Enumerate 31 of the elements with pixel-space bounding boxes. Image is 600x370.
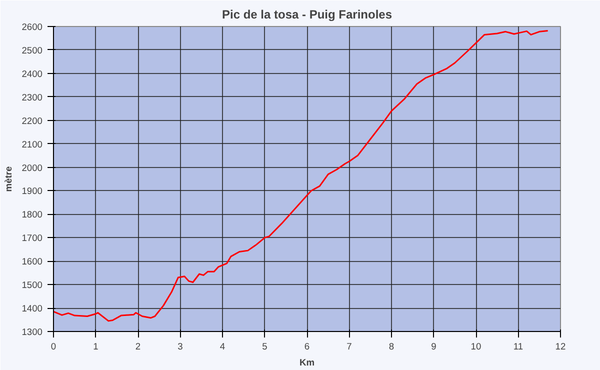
y-tick-label: 2100 [22, 139, 43, 150]
y-tick-label: 2000 [22, 162, 43, 173]
y-tick-label: 1900 [22, 186, 43, 196]
line-series [54, 30, 549, 322]
y-tick-label: 1400 [22, 304, 43, 314]
x-axis-title: Km [299, 358, 315, 368]
y-tick-label: 1700 [22, 233, 43, 244]
y-tick-label: 2200 [22, 116, 43, 126]
x-tick-label: 9 [431, 342, 436, 352]
chart-title: Pic de la tosa - Puig Farinoles [222, 8, 392, 22]
y-tick-label: 2400 [22, 68, 43, 79]
y-tick-label: 1600 [22, 256, 43, 267]
x-tick-label: 6 [304, 342, 310, 352]
x-tick-label: 10 [470, 342, 482, 352]
y-tick-label: 2300 [22, 92, 43, 102]
x-tick-label: 12 [555, 342, 566, 352]
x-tick-label: 2 [135, 342, 141, 352]
x-tick-label: 0 [50, 342, 56, 352]
x-tick-label: 4 [220, 342, 226, 352]
y-tick-label: 2500 [22, 45, 43, 56]
y-tick-label: 1300 [22, 327, 43, 337]
y-tick-label: 2600 [22, 22, 43, 32]
y-tick-label: 1500 [22, 280, 43, 290]
x-tick-label: 7 [346, 342, 352, 352]
y-axis-title: mètre [4, 166, 14, 192]
x-tick-label: 1 [93, 342, 98, 352]
x-tick-label: 5 [262, 342, 268, 352]
x-tick-label: 11 [513, 342, 524, 352]
x-tick-label: 3 [178, 342, 183, 352]
y-tick-label: 1800 [22, 210, 43, 220]
x-tick-label: 8 [388, 342, 394, 352]
